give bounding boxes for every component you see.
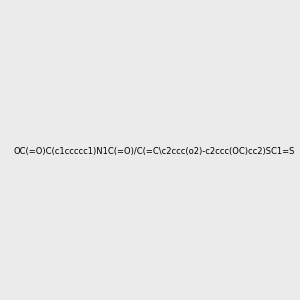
Text: OC(=O)C(c1ccccc1)N1C(=O)/C(=C\c2ccc(o2)-c2ccc(OC)cc2)SC1=S: OC(=O)C(c1ccccc1)N1C(=O)/C(=C\c2ccc(o2)-… (13, 147, 294, 156)
